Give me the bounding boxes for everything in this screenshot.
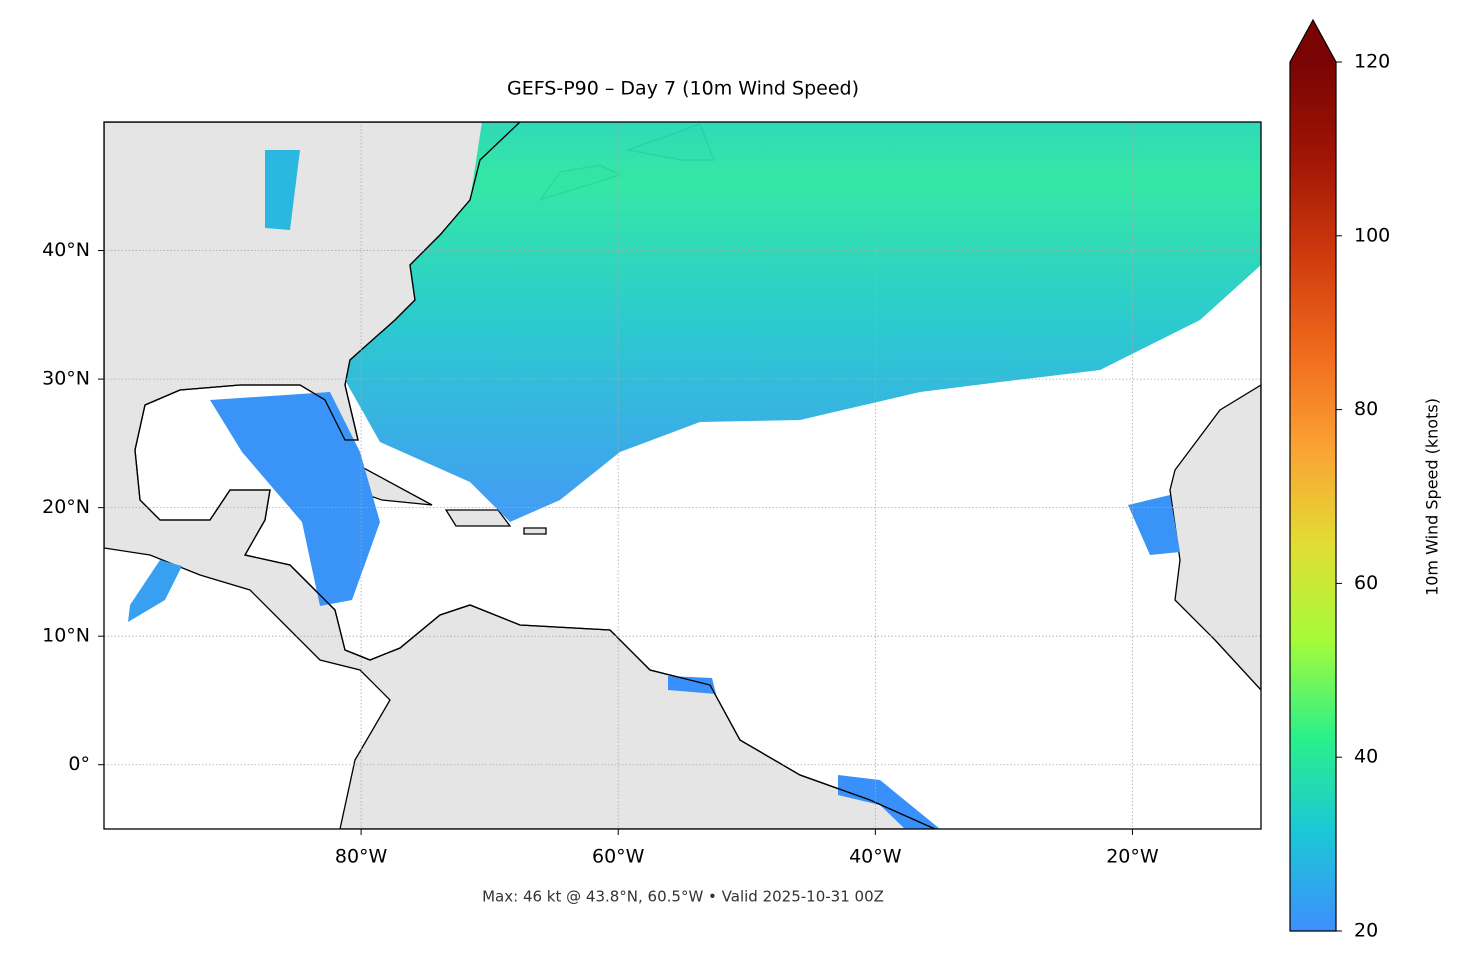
y-tick-label: 20°N xyxy=(42,496,90,518)
footer: Max: 46 kt @ 43.8°N, 60.5°W • Valid 2025… xyxy=(482,888,884,906)
wind-field xyxy=(128,560,182,622)
chart-title: GEFS-P90 – Day 7 (10m Wind Speed) xyxy=(507,78,859,100)
y-tick-label: 30°N xyxy=(42,368,90,390)
x-tick-label: 20°W xyxy=(1106,846,1159,868)
colorbar-tick-label: 20 xyxy=(1354,920,1378,942)
wind-field xyxy=(1128,495,1180,555)
wind-field xyxy=(838,775,940,829)
colorbar-frame xyxy=(1289,18,1337,932)
grid xyxy=(104,122,1261,829)
x-tick-label: 40°W xyxy=(849,846,902,868)
colorbar-tick-label: 120 xyxy=(1354,51,1390,73)
x-tick-label: 60°W xyxy=(592,846,645,868)
colorbar: 20 40 60 80 100 120 xyxy=(1289,18,1390,942)
y-tick-label: 10°N xyxy=(42,625,90,647)
africa xyxy=(1169,384,1261,691)
colorbar-tick-label: 100 xyxy=(1354,224,1390,246)
colorbar-scale xyxy=(1290,62,1336,931)
puerto-rico xyxy=(523,527,547,535)
y-tick-label: 0° xyxy=(68,753,90,775)
y-tick-label: 40°N xyxy=(42,239,90,261)
colorbar-tick-label: 40 xyxy=(1354,746,1378,768)
hispaniola xyxy=(444,509,512,527)
wind-field xyxy=(668,676,716,694)
colorbar-extend xyxy=(1290,20,1336,62)
map xyxy=(104,122,1261,829)
colorbar-tick-label: 80 xyxy=(1354,398,1378,420)
wind-field xyxy=(210,392,380,606)
wind-field xyxy=(265,150,300,230)
colorbar-tick-label: 60 xyxy=(1354,572,1378,594)
wind-field xyxy=(345,122,1261,522)
plot-frame xyxy=(103,121,1262,830)
x-tick-label: 80°W xyxy=(335,846,388,868)
colorbar-label: 10m Wind Speed (knots) xyxy=(1423,398,1442,596)
coastline xyxy=(104,122,936,829)
